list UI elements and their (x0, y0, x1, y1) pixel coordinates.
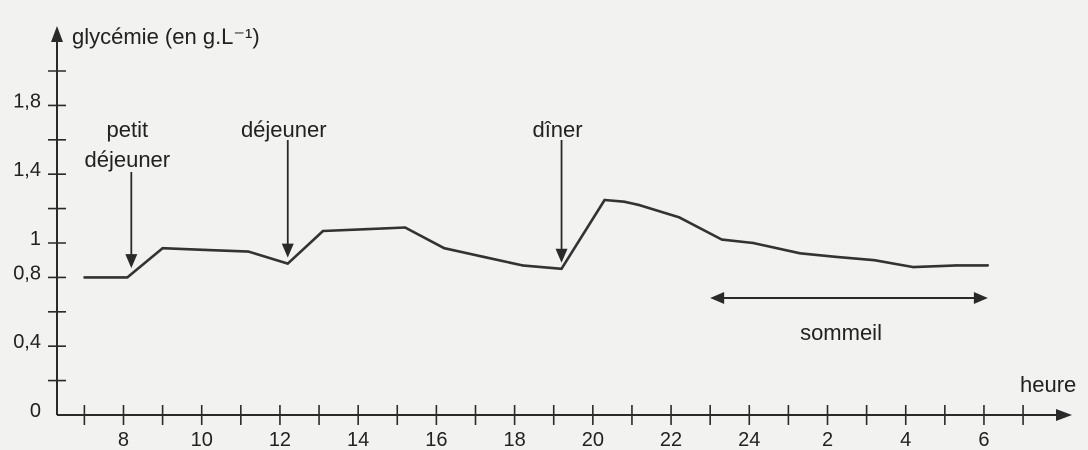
x-tick-label: 14 (347, 429, 369, 450)
y-axis-arrow (51, 26, 63, 42)
x-tick-label: 2 (822, 429, 833, 450)
data-point (873, 259, 876, 262)
axes (51, 26, 1072, 421)
x-axis-ticks: 8 10 12 14 16 18 20 22 24 2 4 6 (83, 405, 1024, 450)
data-point (912, 265, 915, 269)
data-point (751, 241, 755, 245)
data-point (321, 229, 325, 233)
data-point (364, 228, 368, 231)
annotation-label: dîner (532, 117, 582, 142)
data-point (798, 252, 802, 255)
x-tick-label: 24 (738, 429, 760, 450)
x-tick-label: 4 (900, 429, 911, 450)
data-point (443, 246, 446, 250)
annotation-label: déjeuner (241, 117, 327, 142)
data-point (482, 255, 485, 258)
data-point (83, 276, 86, 279)
y-tick-label: 1,4 (13, 159, 41, 181)
data-point (403, 226, 407, 229)
data-point (834, 255, 837, 258)
sleep-span-label: sommeil (800, 320, 882, 345)
x-tick-label: 16 (425, 429, 447, 450)
x-tick-label: 18 (503, 429, 525, 450)
data-point (560, 267, 563, 270)
x-axis-arrow (1056, 409, 1072, 421)
data-point (286, 262, 289, 265)
annotation-arrow-head (555, 248, 568, 263)
x-axis-label: heure (1020, 372, 1076, 397)
x-tick-label: 6 (978, 429, 989, 450)
y-tick-label: 1,8 (13, 90, 41, 112)
y-axis-label: glycémie (en g.L⁻¹) (72, 24, 260, 49)
data-point (955, 264, 958, 267)
data-point (204, 248, 207, 252)
data-point (126, 276, 129, 279)
y-tick-label: 0,4 (13, 331, 41, 353)
x-tick-label: 20 (582, 429, 604, 450)
data-point (161, 246, 164, 250)
annotations-layer: petit déjeuner déjeuner dîner sommeil (84, 117, 988, 345)
y-tick-label: 0,8 (13, 262, 41, 284)
y-tick-label: 1 (30, 228, 41, 250)
x-tick-label: 10 (191, 429, 213, 450)
sleep-span-arrow-left (710, 292, 725, 304)
data-point (603, 198, 606, 202)
x-tick-label: 22 (660, 429, 682, 450)
series-layer (83, 198, 990, 279)
y-tick-label: 0 (30, 400, 41, 422)
x-tick-label: 8 (118, 429, 129, 450)
data-point (720, 238, 724, 241)
data-point (638, 203, 641, 207)
glycemia-line (84, 198, 988, 279)
annotation-label: déjeuner (84, 147, 170, 172)
data-point (677, 216, 681, 219)
data-point (622, 200, 626, 203)
data-point (521, 264, 524, 267)
data-point (247, 250, 250, 253)
y-axis-ticks: 0 0,4 0,8 1 1,4 1,8 (13, 70, 66, 422)
data-point (986, 264, 990, 267)
annotation-arrow-head (281, 243, 294, 258)
annotation-arrow-head (125, 254, 138, 269)
sleep-span-arrow-right (973, 292, 988, 304)
x-tick-label: 12 (269, 429, 291, 450)
annotation-label: petit (107, 117, 149, 142)
